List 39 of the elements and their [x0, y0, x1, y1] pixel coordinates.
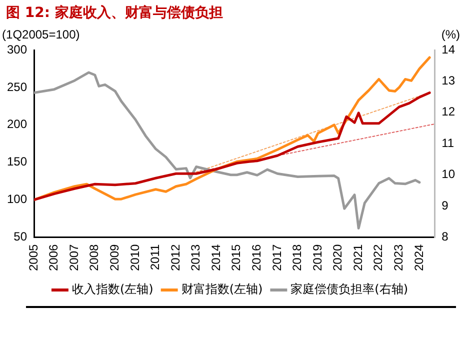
x-tick-label: 2010 [128, 244, 142, 272]
y2-axis-title: (%) [441, 27, 460, 42]
x-tick-label: 2012 [168, 244, 182, 272]
x-tick-label: 2013 [188, 244, 203, 272]
chart-title: 图 12: 家庭收入、财富与偿债负担 [6, 4, 223, 22]
x-tick-label: 2009 [107, 244, 122, 272]
y2-tick-label: 13 [442, 74, 456, 88]
x-tick-label: 2014 [208, 244, 223, 272]
y2-tick-label: 11 [442, 136, 454, 150]
legend-label: 财富指数(左轴) [181, 282, 263, 296]
x-tick-label: 2021 [350, 244, 365, 272]
y2-tick-label: 12 [442, 104, 456, 119]
x-tick-label: 2023 [391, 244, 406, 272]
x-tick-label: 2008 [87, 244, 102, 272]
x-tick-label: 2016 [249, 244, 264, 272]
x-tick-label: 2005 [26, 244, 40, 272]
x-tick-label: 2007 [66, 244, 81, 272]
y-axis-title: (1Q2005=100) [2, 27, 80, 42]
y-tick-label: 50 [14, 230, 28, 244]
x-tick-label: 2024 [412, 244, 426, 272]
y2-tick-label: 9 [442, 198, 449, 212]
y-tick-label: 250 [6, 80, 28, 94]
x-tick-label: 2011 [148, 244, 162, 270]
x-tick-label: 2015 [229, 244, 244, 272]
legend-label: 收入指数(左轴) [72, 282, 154, 296]
y2-tick-label: 10 [442, 167, 456, 182]
y-tick-label: 100 [6, 192, 28, 206]
x-tick-label: 2006 [46, 244, 61, 272]
legend-label: 家庭偿债负担率(右轴) [290, 282, 408, 296]
x-tick-label: 2019 [310, 244, 324, 272]
y2-tick-label: 8 [442, 230, 449, 244]
x-tick-label: 2020 [330, 244, 345, 272]
y-tick-label: 150 [6, 154, 28, 169]
x-tick-label: 2022 [371, 244, 386, 272]
y2-tick-label: 14 [442, 42, 456, 56]
x-tick-label: 2018 [290, 244, 304, 272]
y-tick-label: 300 [6, 42, 28, 56]
x-tick-label: 2017 [270, 244, 284, 272]
y-tick-label: 200 [6, 117, 28, 132]
